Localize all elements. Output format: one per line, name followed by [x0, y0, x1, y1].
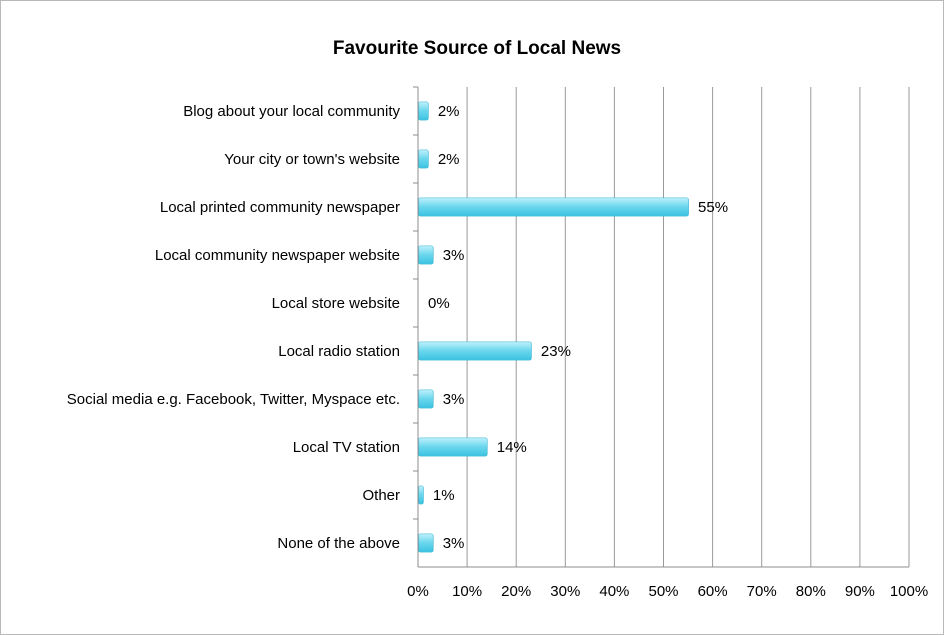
data-label: 14% [497, 439, 527, 456]
x-tick-label: 50% [648, 583, 678, 600]
data-label: 3% [443, 535, 465, 552]
x-tick-label: 90% [845, 583, 875, 600]
category-label: None of the above [277, 535, 400, 552]
chart-title: Favourite Source of Local News [333, 38, 621, 59]
category-label: Local TV station [293, 439, 400, 456]
axes [413, 86, 909, 568]
x-tick-label: 20% [501, 583, 531, 600]
category-label: Local store website [272, 295, 400, 312]
x-tick-label: 30% [550, 583, 580, 600]
data-label: 1% [433, 487, 455, 504]
x-tick-label: 10% [452, 583, 482, 600]
bar [418, 437, 488, 457]
category-label: Your city or town's website [224, 151, 400, 168]
data-label: 3% [443, 391, 465, 408]
category-label: Blog about your local community [183, 103, 400, 120]
labels: 0% 10% 20% 30% 40% 50% 60% 70% 80% 90% 100% Blog ab… [67, 103, 928, 600]
x-tick-label: 70% [747, 583, 777, 600]
x-tick-label: 100% [890, 583, 928, 600]
category-label: Local printed community newspaper [160, 199, 400, 216]
data-label: 2% [438, 151, 460, 168]
x-tick-label: 80% [796, 583, 826, 600]
bar [418, 341, 532, 361]
bar [418, 485, 424, 505]
bar [418, 533, 434, 553]
data-label: 2% [438, 103, 460, 120]
grid-lines [466, 87, 910, 567]
category-label: Local radio station [278, 343, 400, 360]
x-tick-label: 60% [698, 583, 728, 600]
data-label: 23% [541, 343, 571, 360]
data-label: 55% [698, 199, 728, 216]
bar [418, 149, 429, 169]
category-label: Social media e.g. Facebook, Twitter, Mys… [67, 391, 400, 408]
bar [418, 101, 429, 121]
data-label: 3% [443, 247, 465, 264]
bar [418, 245, 434, 265]
bar [418, 197, 689, 217]
category-label: Local community newspaper website [155, 247, 400, 264]
bar [418, 389, 434, 409]
x-tick-label: 40% [599, 583, 629, 600]
data-label: 0% [428, 295, 450, 312]
bars [418, 101, 689, 553]
category-label: Other [362, 487, 400, 504]
x-tick-label: 0% [407, 583, 429, 600]
